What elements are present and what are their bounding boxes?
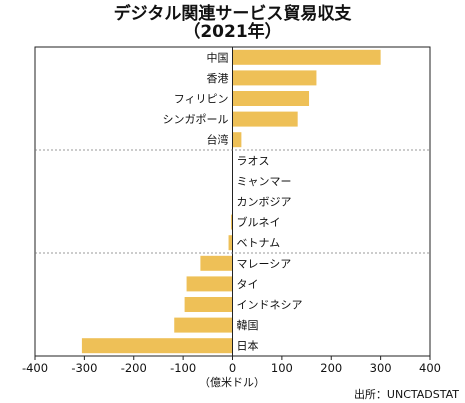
- category-label-7: カンボジア: [237, 196, 292, 209]
- x-tick-label-3: -100: [170, 361, 196, 375]
- category-label-4: 台湾: [207, 133, 229, 147]
- category-label-14: 日本: [237, 339, 259, 353]
- x-tick-label-1: -300: [71, 361, 97, 375]
- category-label-11: タイ: [237, 278, 259, 291]
- bar-12: [184, 297, 233, 312]
- chart-subtitle: （2021年）: [183, 22, 282, 42]
- bar-9: [228, 235, 233, 251]
- category-label-5: ラオス: [237, 154, 270, 167]
- bar-13: [174, 317, 233, 333]
- x-tick-label-7: 300: [370, 361, 392, 375]
- bar-1: [232, 70, 317, 86]
- category-label-10: マレーシア: [237, 257, 292, 270]
- bar-8: [231, 214, 233, 230]
- category-label-12: インドネシア: [237, 299, 303, 312]
- bar-11: [186, 276, 233, 292]
- x-tick-label-2: -200: [121, 361, 147, 375]
- category-label-0: 中国: [207, 51, 229, 64]
- bar-0: [232, 49, 381, 65]
- x-tick-label-5: 100: [271, 361, 293, 375]
- category-label-13: 韓国: [237, 319, 259, 332]
- source-note: 出所：UNCTADSTAT: [354, 387, 459, 401]
- x-tick-label-4: 0: [229, 361, 236, 375]
- category-label-3: シンガポール: [163, 113, 229, 126]
- x-tick-label-0: -400: [22, 361, 48, 375]
- chart-title: デジタル関連サービス貿易収支: [113, 4, 352, 24]
- bar-10: [200, 255, 233, 271]
- category-label-2: フィリピン: [174, 93, 229, 106]
- category-label-6: ミャンマー: [237, 175, 292, 188]
- bar-4: [232, 132, 242, 148]
- bar-3: [232, 111, 298, 127]
- category-label-1: 香港: [207, 72, 229, 85]
- category-label-8: ブルネイ: [237, 215, 281, 229]
- bar-2: [232, 91, 310, 106]
- bar-14: [81, 338, 233, 354]
- x-tick-label-8: 400: [419, 361, 441, 375]
- category-label-9: ベトナム: [237, 237, 281, 250]
- x-tick-label-6: 200: [320, 361, 342, 375]
- unit-label: （億米ドル）: [199, 376, 265, 389]
